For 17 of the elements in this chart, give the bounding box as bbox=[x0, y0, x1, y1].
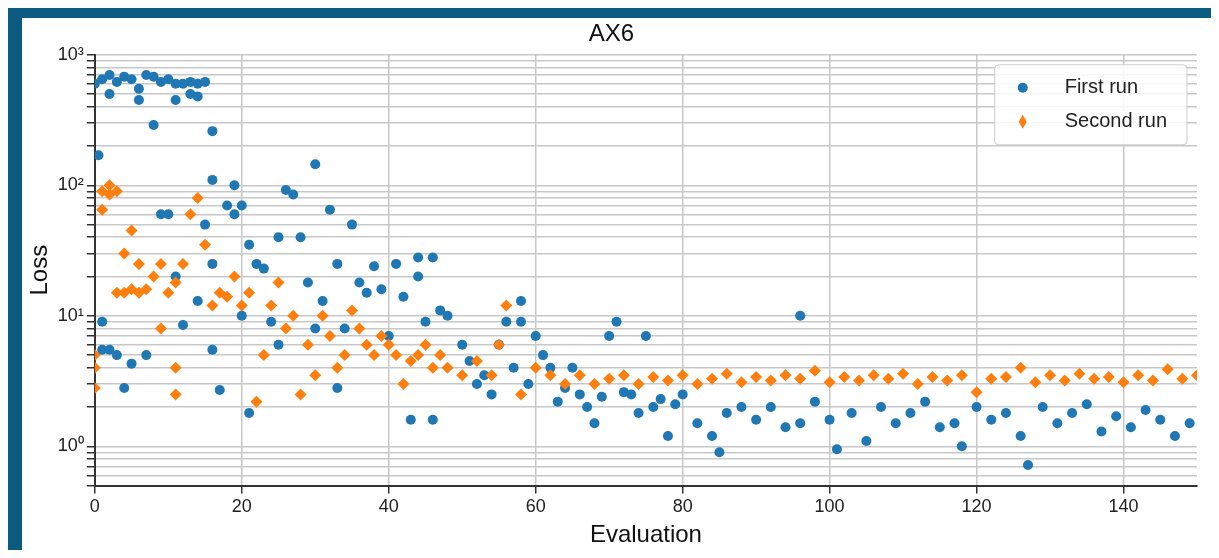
y-tick-label: 10³ bbox=[57, 43, 84, 64]
legend-label: Second run bbox=[1064, 109, 1167, 132]
x-tick-label: 40 bbox=[378, 496, 399, 517]
y-tick-label: 10² bbox=[57, 174, 84, 195]
x-axis-title: Evaluation bbox=[589, 520, 702, 548]
chart-title: AX6 bbox=[588, 19, 635, 47]
x-tick-label: 80 bbox=[672, 496, 693, 517]
y-tick-label: 10¹ bbox=[57, 304, 84, 325]
x-tick-label: 140 bbox=[1108, 496, 1139, 517]
x-tick-label: 60 bbox=[525, 496, 546, 517]
legend-label: First run bbox=[1064, 75, 1139, 98]
x-tick-label: 20 bbox=[231, 496, 252, 517]
x-tick-label: 120 bbox=[961, 496, 992, 517]
x-tick-label: 0 bbox=[89, 496, 100, 517]
x-tick-label: 100 bbox=[814, 496, 845, 517]
y-tick-label: 10⁰ bbox=[57, 435, 84, 456]
y-axis-title: Loss bbox=[25, 244, 53, 296]
